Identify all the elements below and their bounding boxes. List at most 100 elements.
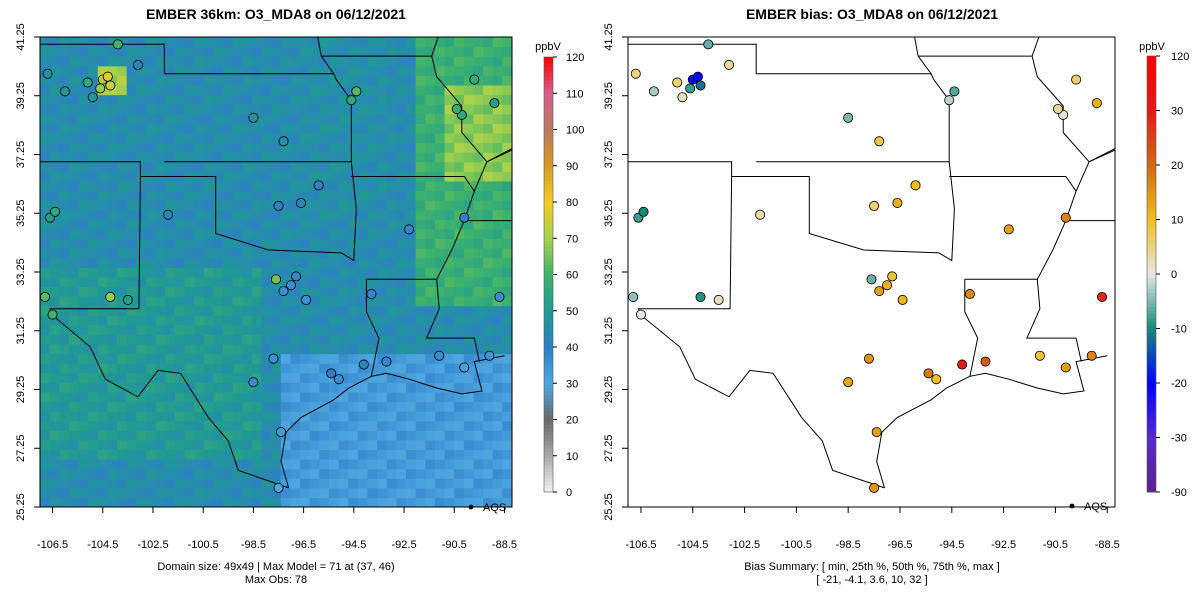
heatmap-cell — [107, 94, 118, 105]
heatmap-cell — [194, 104, 205, 115]
heatmap-cell — [78, 257, 89, 268]
heatmap-cell — [174, 123, 186, 134]
colorbar-segment — [1147, 455, 1156, 460]
observation-point — [1086, 350, 1097, 361]
footer-line-2-model: Max Obs: 78 — [245, 574, 307, 586]
heatmap-cell — [145, 142, 157, 153]
heatmap-cell — [425, 276, 436, 287]
heatmap-cell — [136, 200, 147, 211]
heatmap-cell — [357, 65, 369, 76]
heatmap-cell — [59, 372, 70, 383]
heatmap-cell — [136, 286, 147, 297]
heatmap-cell — [223, 200, 234, 211]
heatmap-cell — [386, 228, 398, 240]
heatmap-cell — [502, 459, 512, 470]
heatmap-cell — [473, 152, 484, 163]
heatmap-cell — [444, 478, 455, 489]
heatmap-cell — [232, 411, 243, 422]
heatmap-cell — [242, 123, 253, 134]
heatmap-cell — [483, 94, 494, 105]
heatmap-cell — [232, 257, 243, 268]
heatmap-cell — [145, 200, 157, 211]
heatmap-cell — [174, 180, 186, 192]
heatmap-cell — [434, 123, 446, 134]
colorbar-segment — [544, 304, 553, 309]
heatmap-cell — [396, 94, 407, 105]
heatmap-cell — [425, 497, 436, 507]
heatmap-cell — [223, 487, 234, 499]
heatmap-cell — [357, 315, 369, 326]
heatmap-cell — [117, 65, 128, 76]
heatmap-cell — [502, 180, 512, 192]
colorbar-segment — [544, 445, 553, 449]
heatmap-cell — [174, 190, 186, 201]
heatmap-cell — [377, 37, 388, 48]
colorbar-tick-label: 70 — [566, 233, 578, 245]
heatmap-cell — [300, 113, 311, 124]
heatmap-cell — [107, 315, 118, 326]
heatmap-cell — [338, 46, 349, 57]
heatmap-cell — [49, 334, 60, 345]
heatmap-cell — [145, 228, 157, 240]
heatmap-cell — [454, 497, 465, 507]
heatmap-cell — [78, 46, 89, 57]
heatmap-cell — [174, 372, 186, 383]
heatmap-cell — [309, 56, 320, 67]
heatmap-cell — [473, 276, 484, 287]
heatmap-cell — [78, 449, 89, 460]
heatmap-cell — [232, 497, 243, 507]
heatmap-cell — [309, 75, 320, 86]
heatmap-cell — [367, 228, 378, 240]
heatmap-cell — [328, 238, 340, 249]
heatmap-cell — [59, 113, 70, 124]
colorbar-segment — [544, 441, 553, 446]
heatmap-cell — [117, 75, 128, 86]
heatmap-cell — [194, 190, 205, 201]
heatmap-cell — [280, 497, 292, 507]
heatmap-cell — [300, 65, 311, 76]
heatmap-cell — [502, 257, 512, 268]
colorbar-tick-label: 50 — [566, 306, 578, 318]
colorbar-segment — [544, 103, 553, 108]
heatmap-cell — [194, 209, 205, 220]
heatmap-cell — [136, 334, 147, 345]
heatmap-cell — [165, 248, 176, 259]
heatmap-cell — [203, 84, 214, 96]
y-tick-label: 31.25 — [15, 317, 27, 345]
heatmap-cell — [49, 391, 60, 403]
heatmap-cell — [88, 439, 99, 451]
heatmap-cell — [434, 238, 446, 249]
heatmap-cell — [502, 382, 512, 393]
heatmap-cell — [396, 372, 407, 383]
heatmap-cell — [88, 219, 99, 230]
heatmap-cell — [261, 123, 272, 134]
colorbar-segment — [1147, 252, 1156, 257]
heatmap-cell — [145, 497, 157, 507]
heatmap-cell — [107, 248, 118, 259]
observation-point — [713, 294, 724, 305]
heatmap-cell — [213, 439, 224, 451]
heatmap-cell — [473, 343, 484, 355]
heatmap-cell — [194, 372, 205, 383]
heatmap-cell — [68, 315, 80, 326]
observation-point — [630, 68, 641, 79]
heatmap-cell — [107, 324, 118, 335]
heatmap-cell — [88, 123, 99, 134]
heatmap-cell — [328, 343, 340, 355]
heatmap-cell — [271, 459, 282, 470]
heatmap-cell — [251, 190, 263, 201]
observation-point — [286, 280, 297, 291]
heatmap-cell — [386, 363, 398, 374]
heatmap-cell — [492, 113, 503, 124]
heatmap-cell — [174, 411, 186, 422]
heatmap-cell — [242, 171, 253, 182]
heatmap-cell — [136, 209, 147, 220]
heatmap-cell — [155, 459, 166, 470]
heatmap-cell — [68, 94, 80, 105]
heatmap-cell — [502, 132, 512, 144]
heatmap-cell — [290, 343, 301, 355]
colorbar-segment — [1147, 125, 1156, 130]
y-tick-label: 33.25 — [15, 258, 27, 286]
heatmap-cell — [406, 219, 417, 230]
heatmap-cell — [357, 209, 369, 220]
